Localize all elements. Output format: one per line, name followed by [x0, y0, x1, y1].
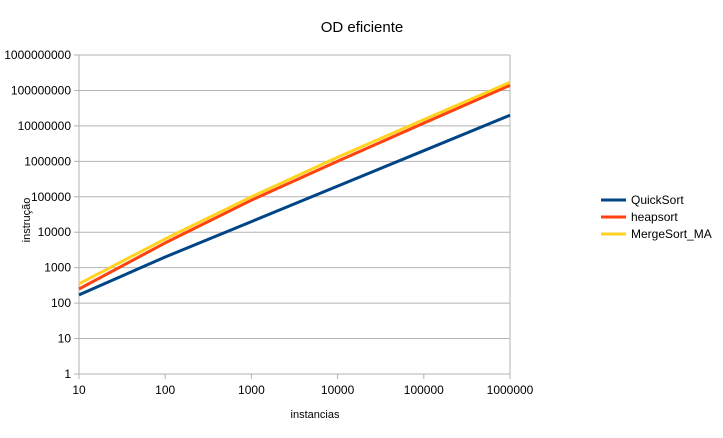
x-tick-label: 10 — [72, 383, 86, 397]
y-tick-label: 1000000 — [24, 154, 71, 168]
series-lines — [78, 80, 511, 297]
y-tick-label: 100000 — [31, 190, 71, 204]
y-tick-label: 1000 — [44, 261, 71, 275]
x-tick-label: 10000 — [321, 383, 355, 397]
x-tick-label: 1000 — [238, 383, 265, 397]
x-tick-label: 100 — [155, 383, 175, 397]
legend-label: heapsort — [631, 210, 678, 224]
x-tick-label: 100000 — [404, 383, 444, 397]
series-line-quicksort — [78, 113, 511, 297]
series-line-heapsort — [78, 83, 511, 291]
y-tick-label: 10 — [58, 332, 72, 346]
chart-title: OD eficiente — [321, 19, 404, 36]
y-axis-title: instrução — [21, 198, 33, 243]
y-tick-label: 1000000000 — [4, 48, 71, 62]
x-tick-label: 1000000 — [487, 383, 534, 397]
legend-label: QuickSort — [631, 193, 684, 207]
grid — [74, 54, 511, 379]
y-tick-label: 100000000 — [11, 83, 71, 97]
y-tick-label: 100 — [51, 296, 71, 310]
series-line-mergesort-ma — [78, 80, 511, 286]
x-tick-labels: 10 100 1000 10000 100000 1000000 — [72, 383, 533, 397]
y-tick-labels: 1 10 100 1000 10000 100000 1000000 10000000 1000… — [4, 48, 71, 381]
legend-label: MergeSort_MA — [631, 227, 712, 241]
y-tick-label: 10000 — [38, 225, 72, 239]
legend: QuickSort heapsort MergeSort_MA — [601, 193, 712, 241]
axes — [78, 55, 511, 375]
y-tick-label: 1 — [64, 367, 71, 381]
y-tick-label: 10000000 — [18, 119, 72, 133]
x-axis-title: instancias — [291, 409, 340, 421]
